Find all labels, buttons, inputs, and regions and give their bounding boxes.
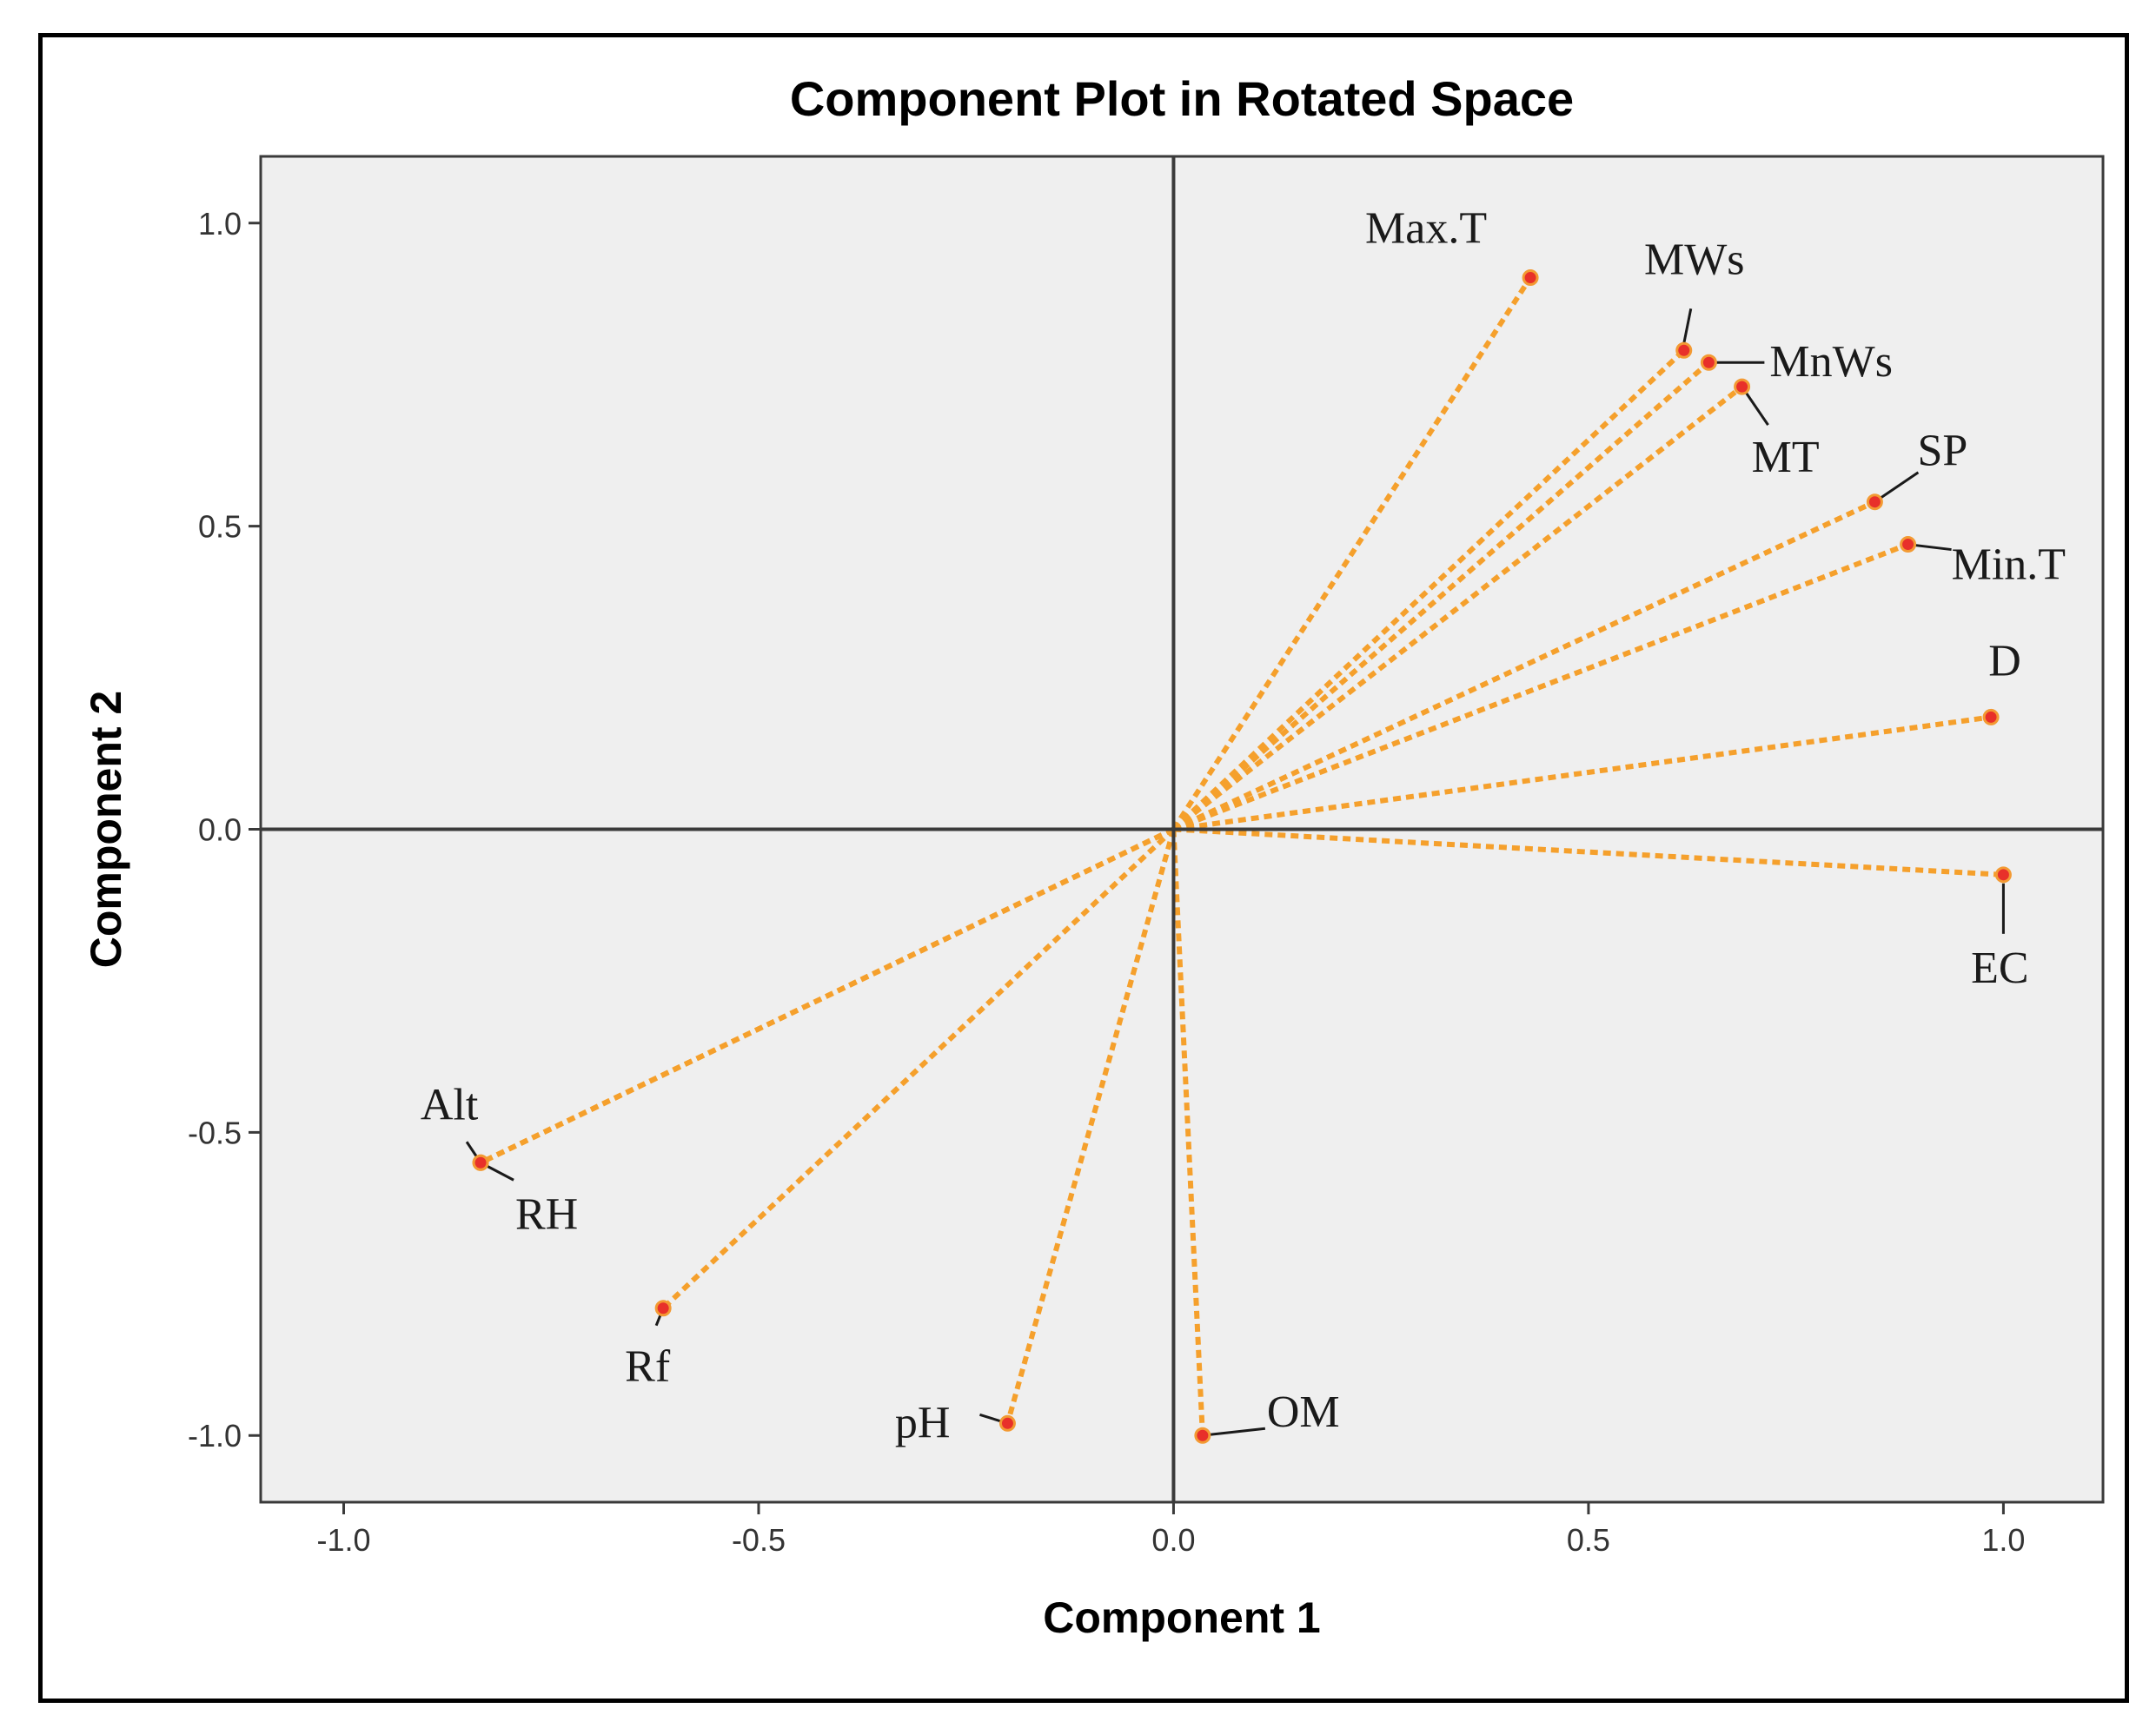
- leader-line-sp: [1874, 471, 1920, 503]
- point-label-sp: SP: [1917, 427, 1967, 476]
- y-axis-title: Component 2: [82, 691, 130, 968]
- point-mws: [1675, 341, 1693, 359]
- chart-svg: Component Plot in Rotated Space Max.T MWs…: [82, 71, 2105, 1642]
- point-label-om: OM: [1267, 1387, 1340, 1437]
- point-label-mint: Min.T: [1952, 540, 2066, 590]
- point-rf: [654, 1300, 672, 1317]
- leader-line-mws: [1682, 308, 1693, 344]
- vector-line-mint: [1172, 541, 1909, 832]
- point-labels-layer: Max.T MWs MnWs MT SP Min.T D EC Alt RH Rf pH OM: [421, 204, 2066, 1448]
- point-sp: [1866, 493, 1883, 511]
- chart-title: Component Plot in Rotated Space: [790, 71, 1574, 126]
- x-axis-title: Component 1: [1043, 1593, 1320, 1642]
- point-label-maxt: Max.T: [1365, 204, 1487, 254]
- point-ec: [1994, 866, 2012, 884]
- chart-frame: Component Plot in Rotated Space Max.T MWs…: [38, 33, 2129, 1703]
- point-label-rf: Rf: [625, 1342, 671, 1392]
- vector-line-ec: [1173, 826, 2004, 877]
- vector-line-mt: [1171, 384, 1744, 831]
- point-label-d: D: [1988, 636, 2021, 685]
- y-tick-label: -0.5: [188, 1115, 242, 1150]
- y-tick-label: 1.0: [198, 206, 242, 242]
- zero-reference-lines: [261, 156, 2103, 1502]
- vector-line-maxt: [1171, 275, 1533, 831]
- point-label-ec: EC: [1971, 944, 2028, 993]
- point-mt: [1734, 378, 1751, 395]
- point-label-ph: pH: [895, 1398, 951, 1447]
- y-tick-label: 0.5: [198, 509, 242, 545]
- y-tick-label: -1.0: [188, 1418, 242, 1454]
- x-tick-label: -1.0: [316, 1522, 370, 1558]
- x-tick-label: 1.0: [1981, 1522, 2025, 1558]
- y-tick-label: 0.0: [198, 812, 242, 848]
- y-axis-ticks: -1.0 -0.5 0.0 0.5 1.0: [188, 206, 261, 1454]
- point-label-mnws: MnWs: [1769, 337, 1893, 387]
- vectors-layer: [479, 275, 2004, 1436]
- x-tick-label: -0.5: [732, 1522, 786, 1558]
- point-d: [1982, 708, 2000, 725]
- point-label-alt: Alt: [421, 1080, 479, 1129]
- point-mnws: [1700, 354, 1717, 371]
- vector-line-rh: [479, 826, 1175, 1165]
- point-label-rh: RH: [515, 1189, 578, 1239]
- x-tick-label: 0.5: [1567, 1522, 1610, 1558]
- vector-line-ph: [1005, 828, 1177, 1425]
- point-rh: [472, 1154, 489, 1171]
- point-label-mws: MWs: [1644, 235, 1745, 284]
- points-layer: [472, 269, 2012, 1444]
- vector-line-d: [1173, 714, 1992, 832]
- point-mint: [1900, 536, 1917, 553]
- point-label-mt: MT: [1752, 433, 1820, 482]
- point-maxt: [1522, 269, 1539, 287]
- vector-line-sp: [1172, 499, 1876, 832]
- vector-line-mnws: [1171, 360, 1711, 831]
- x-tick-label: 0.0: [1151, 1522, 1195, 1558]
- point-ph: [998, 1414, 1016, 1432]
- vector-line-om: [1171, 829, 1205, 1436]
- x-axis-ticks: -1.0 -0.5 0.0 0.5 1.0: [316, 1502, 2025, 1558]
- leader-line-om: [1202, 1427, 1266, 1437]
- point-om: [1194, 1427, 1211, 1444]
